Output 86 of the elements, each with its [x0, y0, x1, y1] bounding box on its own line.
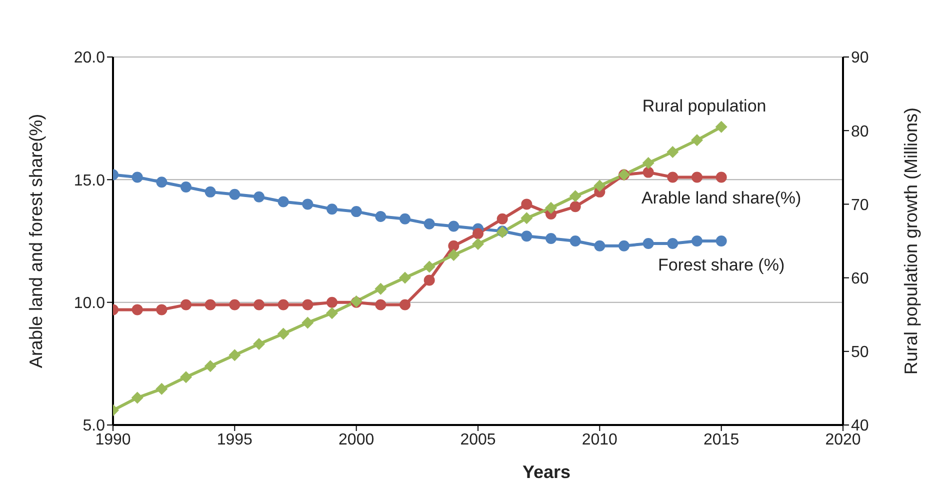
point [400, 213, 410, 224]
series-label: Arable land share(%) [641, 188, 802, 208]
y-axis-title: Arable land and forest share(%) [26, 114, 46, 368]
y2-tick-label: 60 [851, 270, 869, 288]
point [326, 307, 338, 320]
point [326, 204, 338, 215]
point [424, 218, 435, 230]
point [132, 172, 143, 183]
point [278, 299, 289, 310]
point [156, 176, 168, 188]
point [229, 188, 240, 200]
point [204, 299, 216, 310]
point [424, 274, 435, 286]
point [156, 304, 168, 316]
y2-tick-label: 50 [851, 344, 869, 362]
point [594, 240, 606, 252]
point [642, 238, 654, 249]
point [375, 210, 386, 222]
point [691, 134, 703, 146]
point [423, 260, 436, 273]
y2-tick-label: 90 [851, 50, 869, 67]
point [667, 238, 678, 249]
point [545, 202, 557, 214]
series-label: Forest share (%) [658, 255, 785, 274]
point [180, 299, 192, 310]
x-tick-label: 2010 [582, 431, 618, 448]
point [228, 349, 241, 362]
point [716, 172, 727, 183]
y-tick-label: 15.0 [74, 172, 106, 190]
point [229, 299, 240, 310]
point [156, 382, 168, 395]
point [254, 299, 264, 310]
x-tick-label: 2005 [460, 431, 496, 448]
point [594, 180, 606, 192]
point [326, 296, 338, 308]
point [448, 220, 460, 232]
y2-tick-label: 80 [851, 123, 869, 140]
point [278, 196, 289, 208]
point [496, 213, 508, 224]
y2-axis-title: Rural population growth (Millions) [901, 107, 921, 375]
point [570, 201, 581, 212]
y-tick-label: 10.0 [74, 295, 106, 312]
point [448, 240, 460, 252]
x-axis-title: Years [522, 462, 571, 482]
point [400, 299, 410, 310]
point [399, 272, 411, 284]
point [472, 238, 484, 250]
point [448, 248, 460, 261]
point [277, 328, 290, 340]
y-tick-label: 20.0 [74, 50, 106, 67]
point [180, 182, 192, 193]
point [715, 120, 728, 133]
point [667, 172, 678, 183]
point [375, 299, 386, 310]
point [716, 236, 727, 246]
point [132, 304, 143, 316]
x-tick-label: 2020 [825, 431, 861, 448]
point [180, 371, 192, 384]
point [546, 233, 556, 244]
point [302, 316, 314, 329]
x-tick-label: 1995 [216, 431, 253, 448]
point [692, 172, 702, 183]
point [253, 338, 265, 350]
point [692, 236, 702, 246]
point [618, 240, 630, 252]
point [254, 191, 264, 202]
point [642, 156, 654, 169]
point [131, 392, 144, 404]
point [350, 206, 362, 218]
point [374, 282, 387, 295]
x-tick-label: 2015 [704, 431, 740, 448]
point [521, 230, 532, 242]
series-label: Rural population [642, 96, 766, 116]
point [520, 212, 533, 224]
point [302, 299, 314, 310]
point [569, 190, 582, 202]
y2-tick-label: 70 [851, 196, 869, 214]
point [642, 166, 654, 178]
point [472, 228, 484, 240]
point [302, 198, 314, 210]
point [204, 186, 216, 198]
point [570, 236, 581, 246]
x-tick-label: 2000 [338, 431, 374, 448]
point [521, 198, 532, 210]
point [666, 146, 679, 158]
point [204, 360, 216, 372]
